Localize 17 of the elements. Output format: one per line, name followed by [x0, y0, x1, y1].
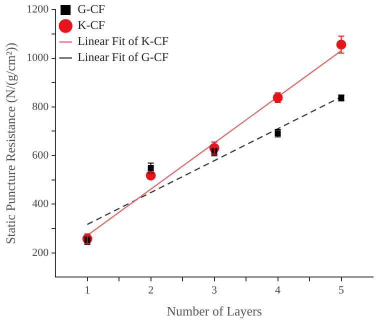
y-tick-label: 1000	[26, 52, 50, 64]
x-axis-title: Number of Layers	[166, 304, 262, 319]
y-tick-label: 200	[32, 246, 50, 259]
x-tick-label: 5	[338, 284, 345, 297]
legend-label: K-CF	[78, 18, 106, 32]
y-tick-label: 600	[32, 149, 50, 162]
x-tick-label: 2	[148, 284, 154, 297]
y-tick-label: 1200	[26, 3, 50, 16]
legend-label: Linear Fit of G-CF	[78, 50, 169, 64]
legend-label: Linear Fit of K-CF	[78, 34, 169, 48]
y-tick-label: 800	[32, 100, 50, 113]
y-tick-label: 400	[32, 198, 50, 210]
x-tick-label: 3	[212, 284, 218, 297]
legend-label: G-CF	[78, 2, 106, 16]
x-tick-label: 4	[275, 284, 282, 297]
x-tick-label: 1	[84, 284, 90, 297]
y-axis-title: Static Puncture Resistance (N/(g/cm²))	[3, 42, 18, 244]
